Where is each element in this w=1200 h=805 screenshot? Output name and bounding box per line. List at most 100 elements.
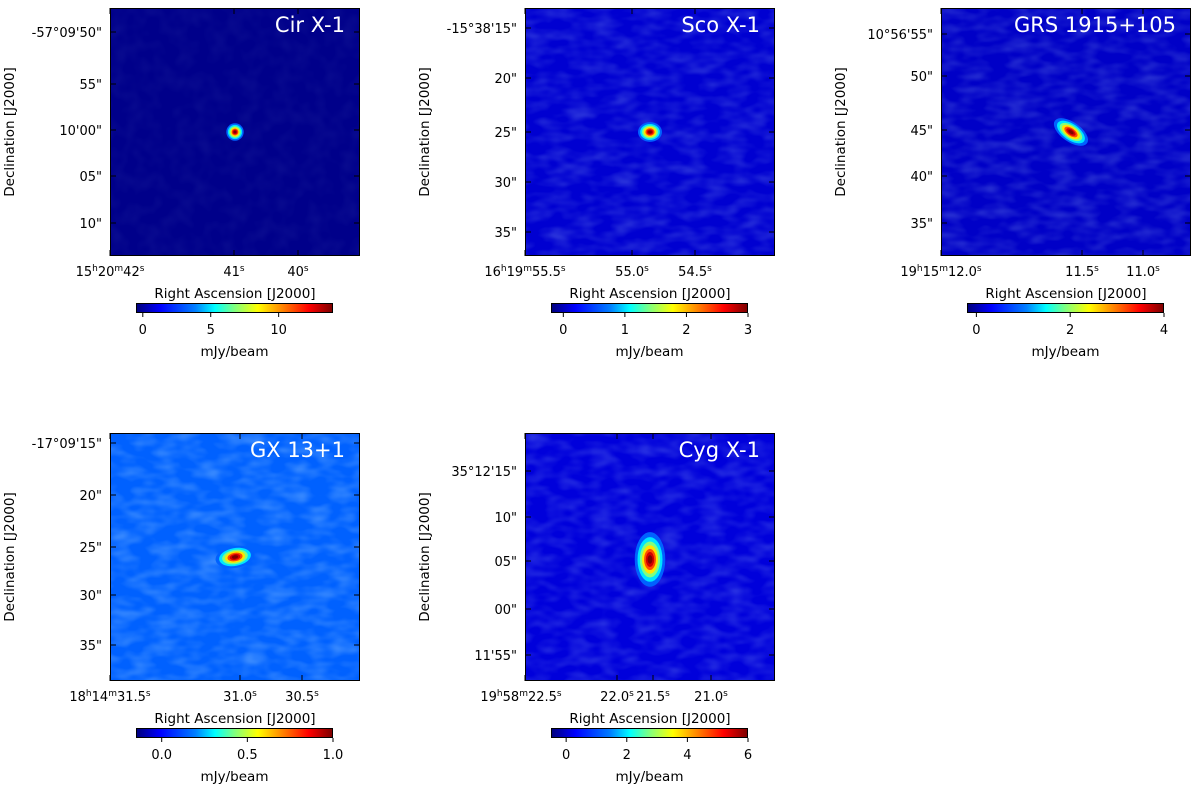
x-axis-title: Right Ascension [J2000] [154, 711, 315, 727]
panel-cir-x-1: Cir X-1 15h20m42s 41s 40s -57°09'50" 55" 10'00… [0, 0, 400, 380]
colorbar-tick-label: 0.5 [237, 748, 258, 763]
y-tick-label: 10" [79, 217, 102, 232]
panel-sco-x-1: Sco X-1 16h19m55.5s 55.0s 54.5s -15°38'15" 20… [415, 0, 815, 380]
x-tick-label: 19h15m12.0s [900, 264, 982, 280]
y-tick-label: 30" [494, 176, 517, 191]
x-axis-title: Right Ascension [J2000] [569, 286, 730, 302]
y-axis-title: Declination [J2000] [2, 67, 18, 196]
x-tick-label: 11.5s [1065, 264, 1099, 280]
colorbar [551, 303, 748, 313]
colorbar-tick-label: 10 [270, 323, 287, 338]
y-tick-label: 25" [79, 541, 102, 556]
colorbar-tick-label: 0.0 [151, 748, 172, 763]
y-tick-label: 30" [79, 589, 102, 604]
colorbar [967, 303, 1164, 313]
y-tick-label: 20" [494, 72, 517, 87]
y-tick-label: 10" [494, 511, 517, 526]
y-tick-label: 35°12'15" [451, 465, 517, 480]
x-tick-label: 41s [223, 264, 245, 280]
y-tick-label: 35" [494, 226, 517, 241]
point-source [634, 532, 666, 587]
radio-image: Cir X-1 [110, 8, 360, 256]
colorbar-tick-label: 6 [744, 748, 752, 763]
image-map [526, 9, 774, 255]
y-tick-label: 20" [79, 489, 102, 504]
x-tick-label: 18h14m31.5s [69, 689, 151, 705]
radio-image: GX 13+1 [110, 433, 360, 681]
colorbar-tick-label: 0 [972, 323, 980, 338]
point-source [215, 545, 255, 569]
source-name: GRS 1915+105 [1014, 13, 1176, 37]
y-axis-title: Declination [J2000] [417, 492, 433, 621]
colorbar-tick-label: 2 [623, 748, 631, 763]
colorbar-label: mJy/beam [616, 344, 684, 360]
y-tick-label: 50" [910, 70, 933, 85]
y-tick-label: 35" [910, 217, 933, 232]
point-source [226, 123, 244, 141]
y-tick-label: 05" [79, 170, 102, 185]
axes: 16h19m55.5s 55.0s 54.5s -15°38'15" 20" 25" 30"… [417, 8, 775, 360]
colorbar-tick-label: 0 [559, 323, 567, 338]
y-tick-label: 25" [494, 126, 517, 141]
x-tick-label: 15h20m42s [76, 264, 145, 280]
colorbar-label: mJy/beam [201, 769, 269, 785]
y-tick-label: 10'00" [59, 124, 102, 139]
x-axis-title: Right Ascension [J2000] [154, 286, 315, 302]
x-tick-label: 19h58m22.5s [480, 689, 562, 705]
y-axis-title: Declination [J2000] [833, 67, 849, 196]
axes: 19h58m22.5s 22.0s 21.5s 21.0s 35°12'15" 10" 05… [417, 433, 775, 785]
y-tick-label: -57°09'50" [32, 26, 102, 41]
source-name: Cyg X-1 [678, 438, 760, 462]
radio-image: Cyg X-1 [525, 433, 775, 681]
y-tick-label: 00" [494, 603, 517, 618]
y-tick-label: 11'55" [474, 649, 517, 664]
x-tick-label: 30.5s [285, 689, 319, 705]
colorbar-label: mJy/beam [616, 769, 684, 785]
colorbar-tick-label: 2 [1066, 323, 1074, 338]
y-axis-title: Declination [J2000] [417, 67, 433, 196]
x-tick-label: 55.0s [615, 264, 649, 280]
image-map [111, 434, 359, 680]
source-name: Sco X-1 [681, 13, 760, 37]
colorbar-tick-label: 0 [139, 323, 147, 338]
y-tick-label: 40" [910, 170, 933, 185]
axes: 18h14m31.5s 31.0s 30.5s -17°09'15" 20" 25" 30"… [2, 433, 360, 785]
source-name: GX 13+1 [249, 438, 345, 462]
y-tick-label: 55" [79, 78, 102, 93]
x-tick-label: 21.0s [694, 689, 728, 705]
source-name: Cir X-1 [274, 13, 345, 37]
image-map [111, 9, 359, 255]
x-tick-label: 11.0s [1126, 264, 1160, 280]
colorbar-tick-label: 0 [562, 748, 570, 763]
radio-image: GRS 1915+105 [941, 8, 1191, 256]
image-map [526, 434, 774, 680]
y-tick-label: 35" [79, 639, 102, 654]
x-tick-label: 54.5s [678, 264, 712, 280]
colorbar-tick-label: 3 [744, 323, 752, 338]
y-tick-label: 05" [494, 555, 517, 570]
colorbar-tick-label: 1.0 [323, 748, 344, 763]
y-tick-label: -17°09'15" [32, 437, 102, 452]
y-tick-label: 10°56'55" [867, 28, 933, 43]
axes: 15h20m42s 41s 40s -57°09'50" 55" 10'00" 05" 10"… [2, 8, 360, 360]
colorbar [551, 728, 748, 738]
colorbar-tick-label: 4 [1160, 323, 1168, 338]
colorbar-tick-label: 2 [682, 323, 690, 338]
image-map [942, 9, 1190, 255]
colorbar-tick-label: 1 [621, 323, 629, 338]
colorbar-label: mJy/beam [1032, 344, 1100, 360]
radio-image: Sco X-1 [525, 8, 775, 256]
colorbar [136, 728, 333, 738]
colorbar [136, 303, 333, 313]
y-tick-label: 45" [910, 124, 933, 139]
x-axis-title: Right Ascension [J2000] [569, 711, 730, 727]
y-axis-title: Declination [J2000] [2, 492, 18, 621]
x-tick-label: 22.0s [600, 689, 634, 705]
panel-cyg-x-1: Cyg X-1 19h58m22.5s 22.0s 21.5s 21.0s 35°12'1… [415, 425, 815, 805]
colorbar-tick-label: 4 [683, 748, 691, 763]
x-tick-label: 31.0s [223, 689, 257, 705]
x-tick-label: 21.5s [636, 689, 670, 705]
colorbar-label: mJy/beam [201, 344, 269, 360]
point-source [637, 122, 663, 142]
y-tick-label: -15°38'15" [447, 22, 517, 37]
